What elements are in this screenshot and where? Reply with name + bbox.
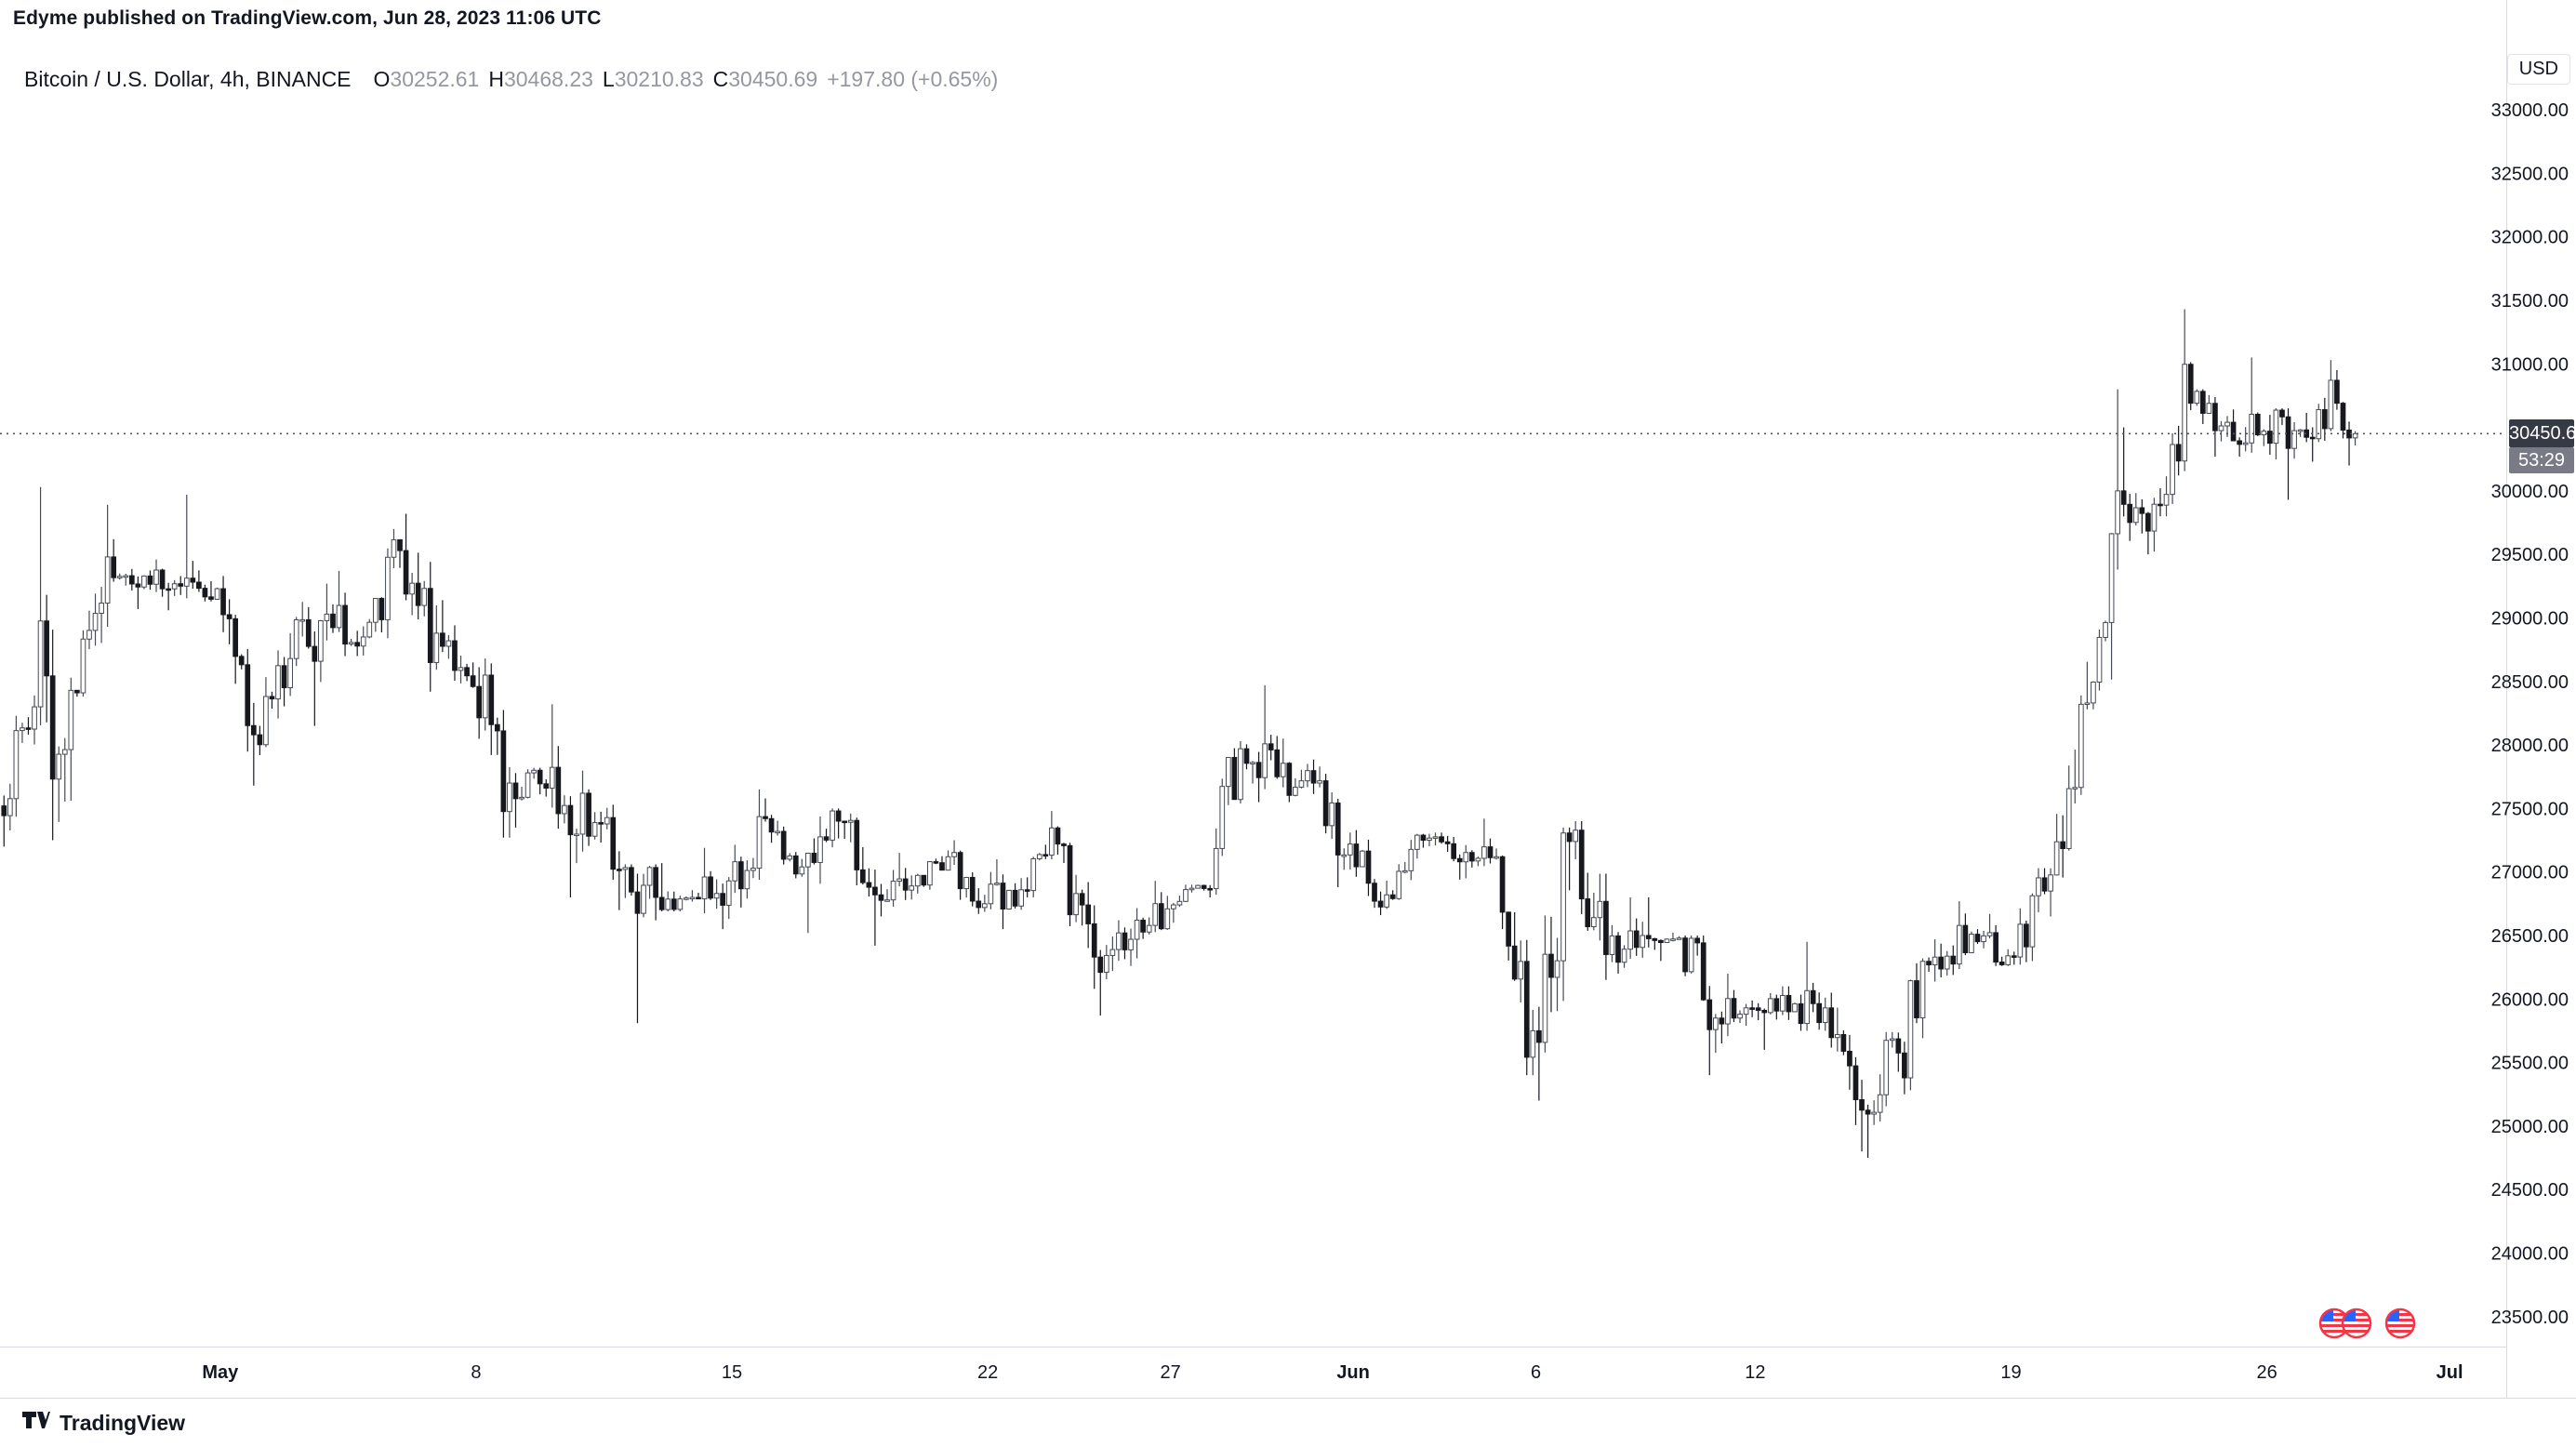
footer-bar: TradingView bbox=[0, 1399, 2576, 1447]
svg-text:25000.00: 25000.00 bbox=[2491, 1117, 2569, 1137]
currency-toggle-button[interactable]: USD bbox=[2506, 54, 2570, 85]
svg-text:27000.00: 27000.00 bbox=[2491, 863, 2569, 883]
svg-text:12: 12 bbox=[1745, 1362, 1765, 1383]
svg-text:32000.00: 32000.00 bbox=[2491, 228, 2569, 248]
svg-text:15: 15 bbox=[722, 1362, 742, 1383]
svg-text:Jul: Jul bbox=[2437, 1362, 2463, 1383]
bar-countdown-badge: 53:29 bbox=[2509, 447, 2574, 473]
svg-text:31000.00: 31000.00 bbox=[2491, 354, 2569, 375]
time-axis[interactable] bbox=[0, 1347, 2506, 1398]
attribution-header: Edyme published on TradingView.com, Jun … bbox=[13, 7, 602, 29]
svg-text:24500.00: 24500.00 bbox=[2491, 1180, 2569, 1201]
svg-text:30000.00: 30000.00 bbox=[2491, 482, 2569, 502]
high-value: 30468.23 bbox=[503, 67, 593, 91]
svg-text:28500.00: 28500.00 bbox=[2491, 672, 2569, 693]
close-value: 30450.69 bbox=[728, 67, 818, 91]
svg-text:23500.00: 23500.00 bbox=[2491, 1308, 2569, 1328]
event-marker-cluster[interactable] bbox=[2317, 1306, 2375, 1346]
tradingview-brand-text[interactable]: TradingView bbox=[60, 1410, 186, 1435]
low-value: 30210.83 bbox=[614, 67, 704, 91]
svg-text:6: 6 bbox=[1531, 1362, 1541, 1383]
open-label: O bbox=[373, 67, 391, 91]
high-label: H bbox=[488, 67, 504, 91]
svg-text:31500.00: 31500.00 bbox=[2491, 291, 2569, 312]
symbol-legend: Bitcoin / U.S. Dollar, 4h, BINANCE O30252… bbox=[24, 67, 998, 92]
svg-text:29500.00: 29500.00 bbox=[2491, 545, 2569, 565]
svg-text:May: May bbox=[202, 1362, 239, 1383]
svg-text:8: 8 bbox=[471, 1362, 481, 1383]
svg-text:22: 22 bbox=[977, 1362, 998, 1383]
svg-text:26000.00: 26000.00 bbox=[2491, 989, 2569, 1010]
svg-text:29000.00: 29000.00 bbox=[2491, 609, 2569, 630]
close-label: C bbox=[712, 67, 729, 91]
svg-text:26500.00: 26500.00 bbox=[2491, 926, 2569, 947]
us-flag-icon bbox=[2384, 1308, 2416, 1339]
us-flag-icon bbox=[2318, 1308, 2372, 1339]
svg-text:27500.00: 27500.00 bbox=[2491, 799, 2569, 819]
svg-text:33000.00: 33000.00 bbox=[2491, 100, 2569, 121]
symbol-title: Bitcoin / U.S. Dollar, 4h, BINANCE bbox=[24, 67, 352, 91]
event-marker[interactable] bbox=[2383, 1306, 2418, 1346]
tradingview-logo-icon[interactable] bbox=[22, 1412, 50, 1434]
svg-text:24000.00: 24000.00 bbox=[2491, 1244, 2569, 1265]
svg-text:25500.00: 25500.00 bbox=[2491, 1054, 2569, 1074]
svg-text:28000.00: 28000.00 bbox=[2491, 736, 2569, 756]
change-value: +197.80 (+0.65%) bbox=[827, 67, 999, 91]
open-value: 30252.61 bbox=[390, 67, 480, 91]
low-label: L bbox=[602, 67, 615, 91]
price-axis[interactable] bbox=[2507, 0, 2576, 1398]
svg-text:19: 19 bbox=[2000, 1362, 2021, 1383]
svg-text:32500.00: 32500.00 bbox=[2491, 164, 2569, 184]
svg-text:27: 27 bbox=[1160, 1362, 1180, 1383]
svg-text:Jun: Jun bbox=[1336, 1362, 1370, 1383]
svg-text:26: 26 bbox=[2256, 1362, 2277, 1383]
last-price-badge: 30450.69 bbox=[2509, 419, 2576, 447]
